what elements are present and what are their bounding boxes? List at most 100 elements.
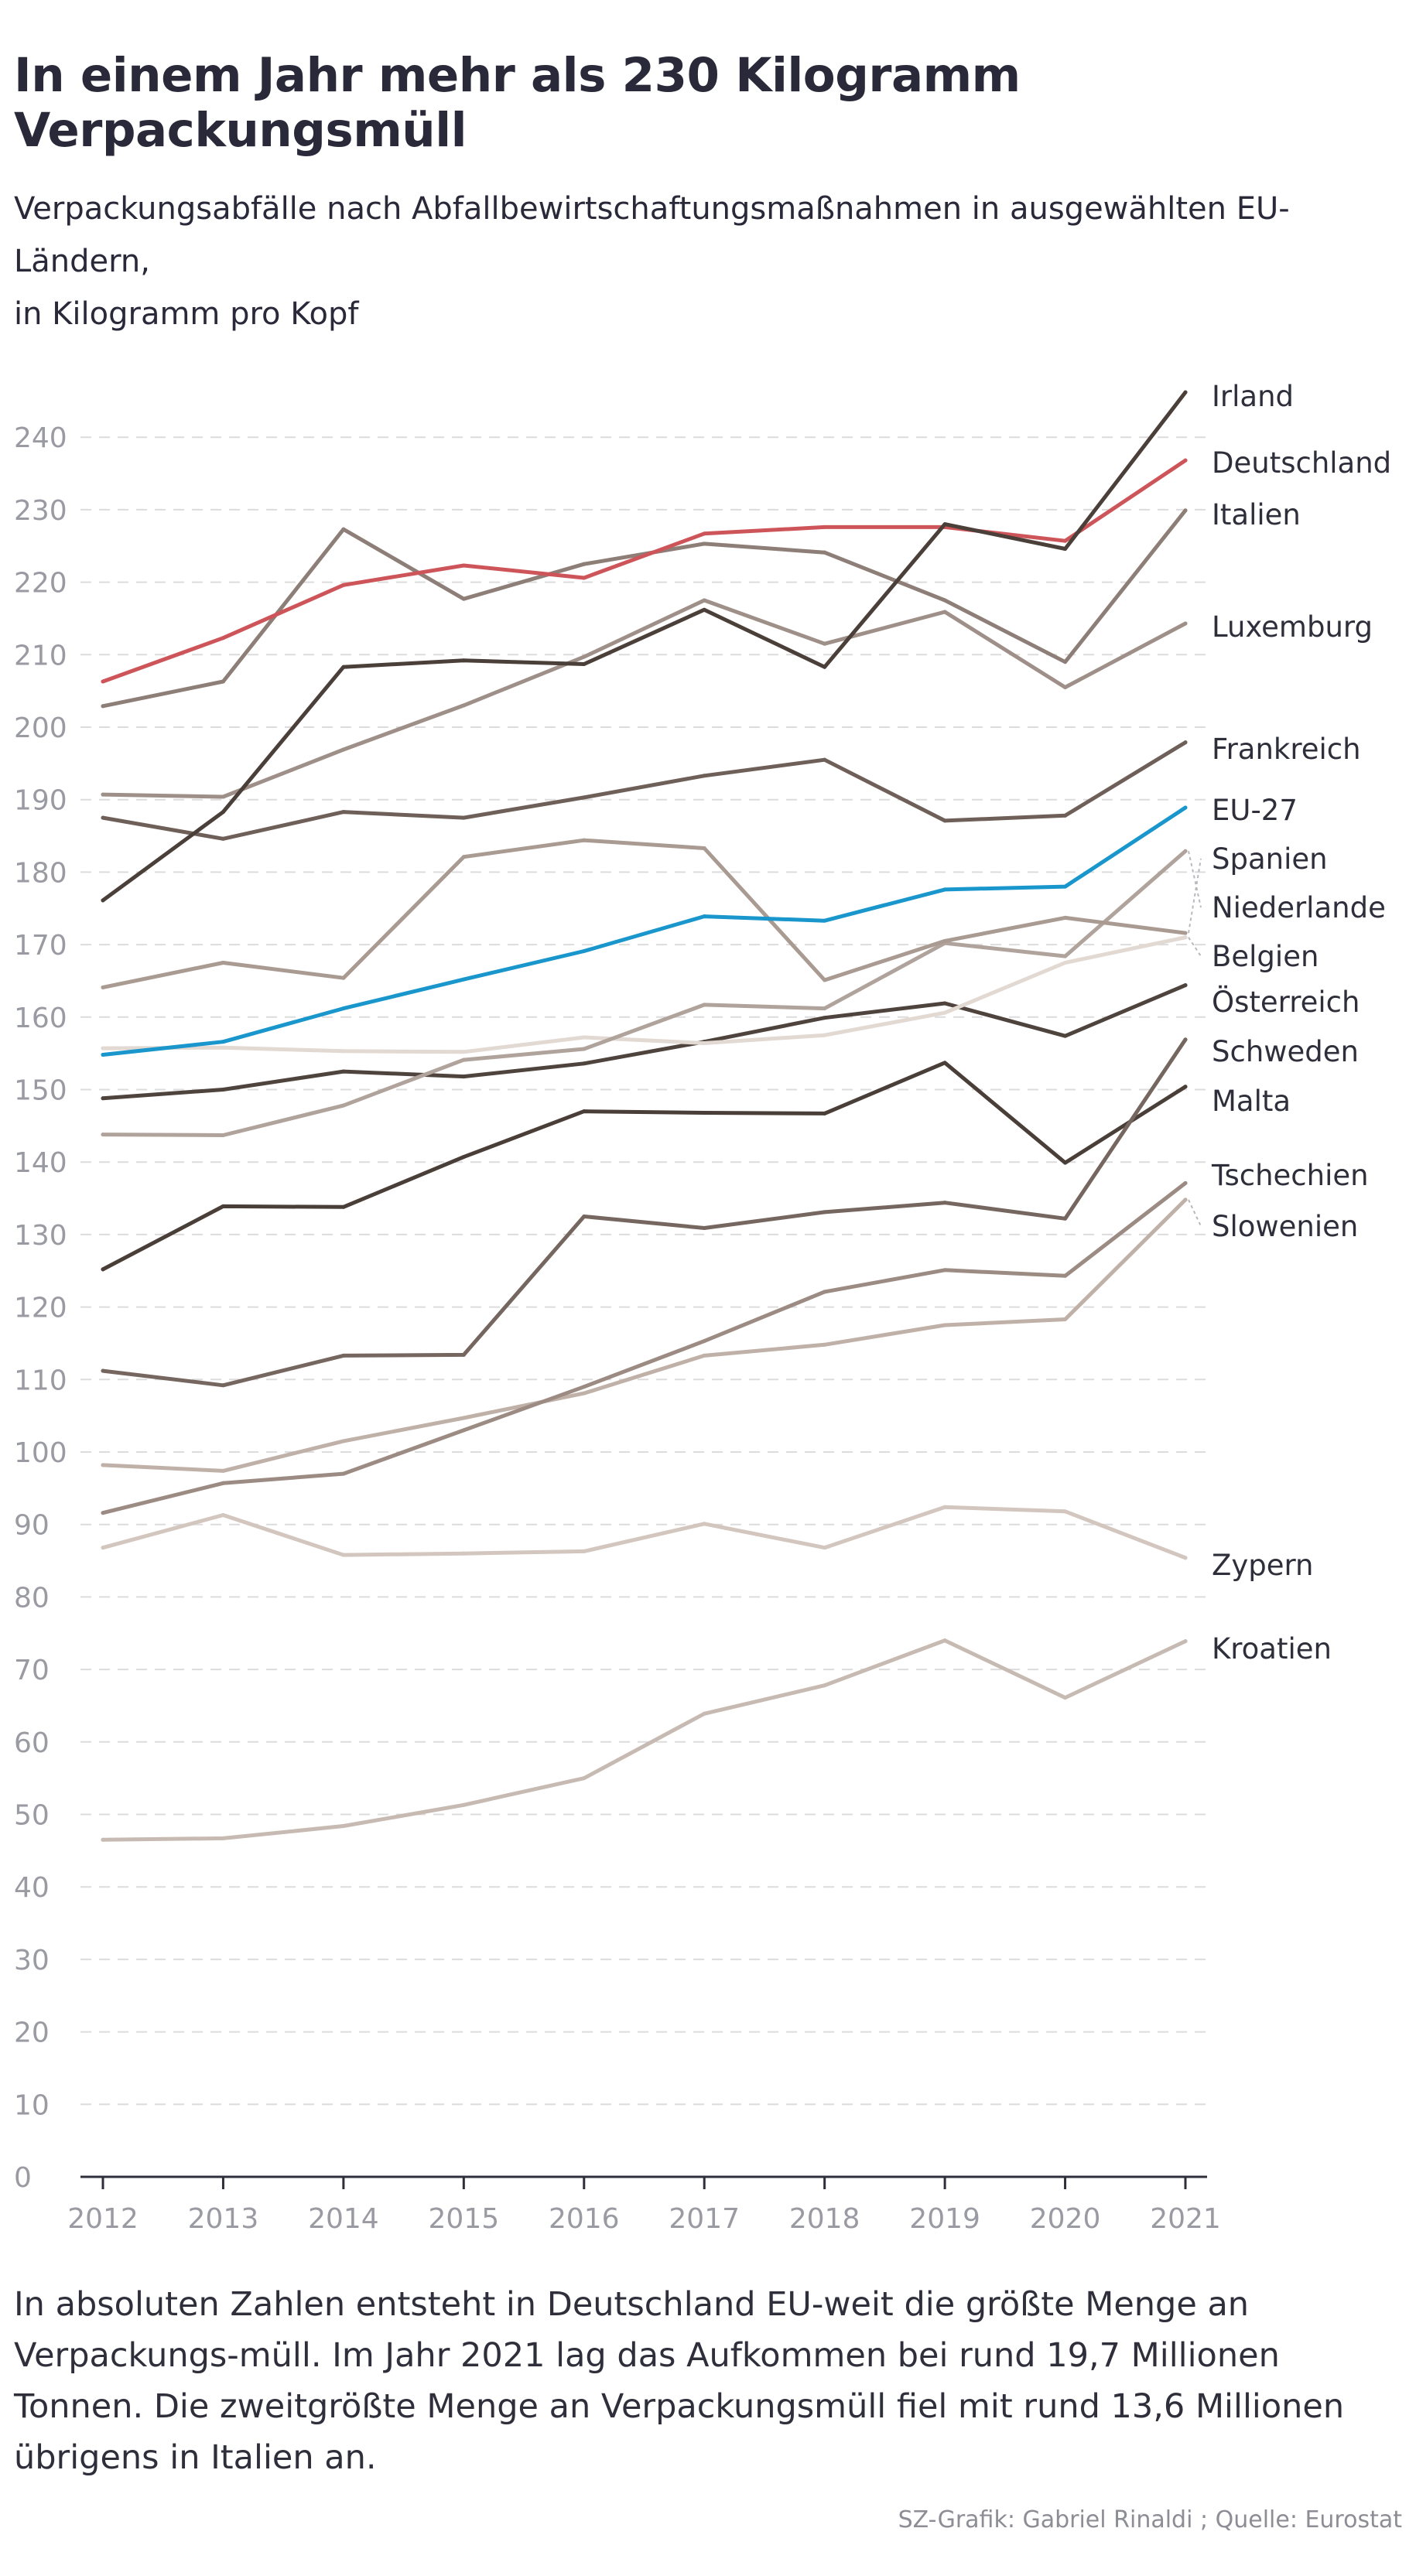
point-österreich-2016 [582, 1061, 587, 1066]
point-kroatien-2016 [582, 1776, 587, 1781]
chart-subtitle: Verpackungsabfälle nach Abfallbewirtscha… [14, 183, 1407, 340]
point-tschechien-2019 [942, 1268, 947, 1273]
point-malta-2021 [1183, 1085, 1188, 1089]
series-line-niederlande [101, 849, 1188, 1137]
point-schweden-2013 [221, 1383, 225, 1388]
series-line-schweden [101, 1037, 1188, 1388]
point-eu-27-2012 [101, 1053, 105, 1057]
series-label-schweden: Schweden [1212, 1035, 1359, 1068]
point-luxemburg-2012 [101, 792, 105, 797]
point-irland-2021 [1183, 390, 1188, 395]
point-deutschland-2021 [1183, 458, 1188, 463]
point-belgien-2012 [101, 1046, 105, 1051]
y-tick-label-120: 120 [14, 1293, 67, 1324]
label-connector-slowenien [1188, 1199, 1202, 1227]
point-belgien-2021 [1183, 935, 1188, 940]
subtitle-line-1: Verpackungsabfälle nach Abfallbewirtscha… [14, 191, 1290, 279]
point-zypern-2021 [1183, 1556, 1188, 1560]
point-tschechien-2017 [702, 1339, 706, 1344]
point-belgien-2015 [461, 1050, 466, 1054]
series-label-belgien: Belgien [1212, 940, 1319, 973]
point-italien-2017 [702, 542, 706, 546]
point-schweden-2021 [1183, 1037, 1188, 1042]
point-niederlande-2013 [221, 1133, 225, 1138]
point-slowenien-2015 [461, 1416, 466, 1420]
point-belgien-2016 [582, 1035, 587, 1040]
point-luxemburg-2013 [221, 794, 225, 799]
point-zypern-2016 [582, 1549, 587, 1553]
point-belgien-2013 [221, 1045, 225, 1050]
point-belgien-2020 [1063, 961, 1068, 965]
y-tick-label-0: 0 [14, 2162, 32, 2194]
point-frankreich-2015 [461, 815, 466, 820]
point-zypern-2018 [823, 1546, 827, 1550]
point-belgien-2017 [702, 1041, 706, 1046]
point-belgien-2019 [942, 1010, 947, 1015]
point-italien-2012 [101, 704, 105, 709]
x-tick-label-2019: 2019 [909, 2203, 980, 2235]
point-kroatien-2015 [461, 1802, 466, 1807]
y-tick-label-140: 140 [14, 1147, 67, 1179]
point-spanien-2019 [942, 938, 947, 943]
point-eu-27-2014 [341, 1006, 346, 1011]
y-tick-label-10: 10 [14, 2089, 50, 2121]
point-belgien-2018 [823, 1033, 827, 1037]
point-schweden-2015 [461, 1352, 466, 1357]
series-label-deutschland: Deutschland [1212, 446, 1391, 480]
point-frankreich-2020 [1063, 813, 1068, 818]
point-malta-2018 [823, 1111, 827, 1115]
point-spanien-2015 [461, 855, 466, 859]
point-irland-2018 [823, 664, 827, 669]
point-deutschland-2018 [823, 524, 827, 529]
point-zypern-2015 [461, 1551, 466, 1556]
point-eu-27-2017 [702, 914, 706, 919]
series-line-spanien [101, 838, 1188, 989]
label-connector-spanien [1188, 858, 1202, 934]
point-kroatien-2019 [942, 1638, 947, 1643]
point-deutschland-2013 [221, 636, 225, 641]
y-tick-label-100: 100 [14, 1437, 67, 1469]
point-italien-2021 [1183, 508, 1188, 513]
point-tschechien-2013 [221, 1481, 225, 1485]
y-tick-label-170: 170 [14, 930, 67, 962]
point-luxemburg-2018 [823, 641, 827, 646]
series-line-kroatien [101, 1638, 1188, 1842]
y-tick-label-160: 160 [14, 1003, 67, 1034]
series-label-kroatien: Kroatien [1212, 1632, 1332, 1666]
point-malta-2015 [461, 1155, 466, 1160]
point-irland-2017 [702, 607, 706, 612]
y-tick-label-210: 210 [14, 640, 67, 671]
y-tick-label-220: 220 [14, 568, 67, 600]
subtitle-line-2: in Kilogramm pro Kopf [14, 296, 359, 332]
series-line-österreich [101, 983, 1188, 1101]
point-österreich-2021 [1183, 983, 1188, 988]
series-line-frankreich [101, 740, 1188, 841]
point-luxemburg-2020 [1063, 685, 1068, 689]
point-tschechien-2014 [341, 1471, 346, 1476]
series-label-eu-27: EU-27 [1212, 794, 1298, 827]
point-schweden-2017 [702, 1225, 706, 1230]
point-eu-27-2020 [1063, 884, 1068, 889]
series-line-eu-27 [101, 805, 1188, 1057]
point-malta-2012 [101, 1267, 105, 1272]
point-belgien-2014 [341, 1049, 346, 1054]
point-slowenien-2021 [1183, 1197, 1188, 1202]
point-spanien-2012 [101, 985, 105, 989]
point-tschechien-2020 [1063, 1273, 1068, 1278]
point-eu-27-2015 [461, 977, 466, 982]
series-label-slowenien: Slowenien [1212, 1210, 1358, 1243]
point-österreich-2015 [461, 1074, 466, 1079]
y-tick-label-20: 20 [14, 2017, 50, 2049]
point-irland-2015 [461, 658, 466, 663]
point-kroatien-2012 [101, 1837, 105, 1842]
point-kroatien-2017 [702, 1711, 706, 1716]
point-italien-2020 [1063, 660, 1068, 664]
point-zypern-2020 [1063, 1509, 1068, 1514]
point-schweden-2020 [1063, 1216, 1068, 1221]
y-tick-label-60: 60 [14, 1727, 50, 1759]
point-malta-2017 [702, 1110, 706, 1115]
point-niederlande-2020 [1063, 954, 1068, 958]
point-luxemburg-2017 [702, 598, 706, 603]
line-chart: 0 10 20 30 40 50 60 70 80 90 100 110 120 130 140 150 160… [14, 380, 1391, 2235]
series-label-niederlande: Niederlande [1212, 891, 1386, 924]
